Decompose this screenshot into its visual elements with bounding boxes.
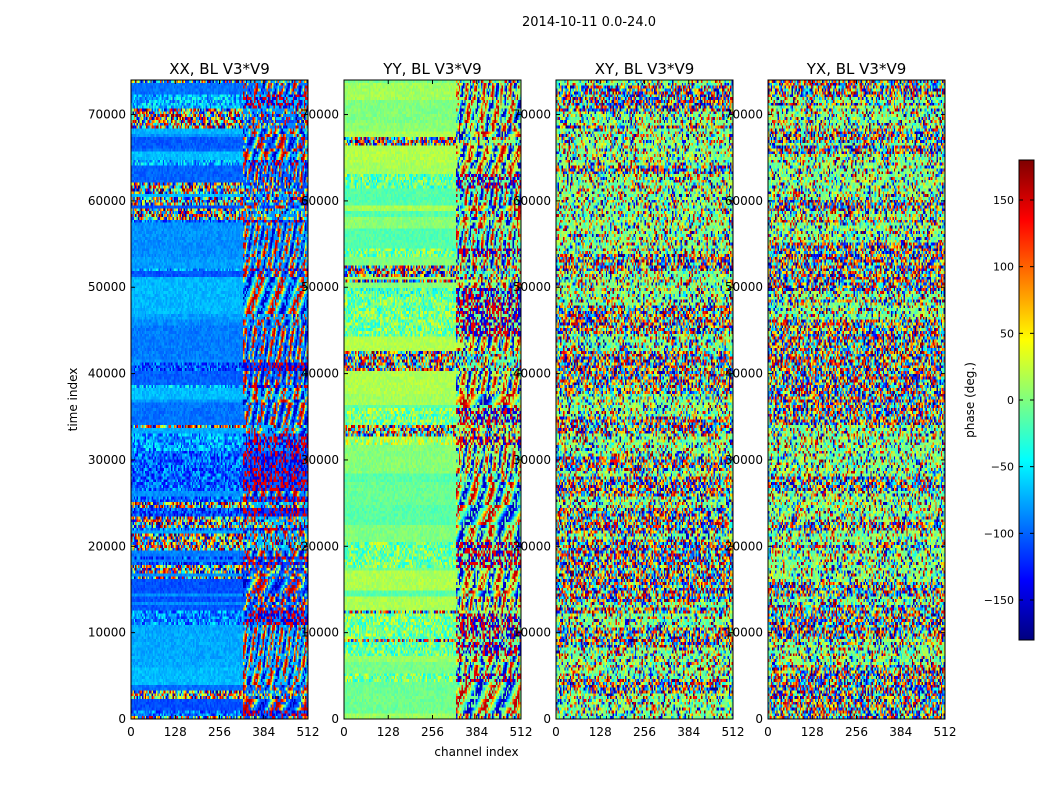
x-tick-label: 0 — [552, 725, 560, 739]
y-tick-label: 30000 — [513, 453, 551, 467]
y-tick-label: 20000 — [88, 539, 126, 553]
y-tick-label: 50000 — [513, 280, 551, 294]
y-tick-label: 0 — [331, 712, 339, 726]
x-tick-label: 512 — [510, 725, 533, 739]
panel-1: XX, BL V3*V9 0 128 256 384 512 0 10000 20000 3000… — [66, 60, 319, 739]
colorbar-gradient — [1019, 160, 1034, 640]
panel-title: XX, BL V3*V9 — [169, 60, 270, 78]
y-tick-label: 20000 — [301, 539, 339, 553]
y-tick-label: 70000 — [301, 108, 339, 122]
y-tick-label: 70000 — [725, 108, 763, 122]
colorbar-tick-label: 0 — [1007, 394, 1014, 407]
y-tick-label: 10000 — [513, 626, 551, 640]
x-tick-label: 256 — [633, 725, 656, 739]
y-tick-label: 10000 — [88, 626, 126, 640]
x-tick-label: 0 — [340, 725, 348, 739]
y-tick-label: 70000 — [513, 108, 551, 122]
y-tick-label: 10000 — [301, 626, 339, 640]
y-tick-label: 40000 — [88, 367, 126, 381]
panel-4: YX, BL V3*V9 0 128 256 384 512 0 10000 20000 3000… — [725, 60, 957, 739]
y-tick-label: 40000 — [301, 367, 339, 381]
colorbar-tick-label: 150 — [993, 194, 1014, 207]
y-tick-label: 20000 — [725, 539, 763, 553]
y-tick-label: 40000 — [513, 367, 551, 381]
panel-title: XY, BL V3*V9 — [595, 60, 695, 78]
panel-2: YY, BL V3*V9 0 128 256 384 512 0 10000 20000 3000… — [301, 60, 533, 759]
y-tick-label: 30000 — [301, 453, 339, 467]
x-tick-label: 256 — [845, 725, 868, 739]
y-axis-label: time index — [66, 368, 80, 432]
colorbar-label: phase (deg.) — [963, 362, 977, 438]
figure-suptitle: 2014-10-11 0.0-24.0 — [522, 15, 656, 30]
panel-3: XY, BL V3*V9 0 128 256 384 512 0 10000 20000 3000… — [513, 60, 745, 739]
heatmap-image — [344, 80, 521, 719]
y-tick-label: 60000 — [725, 194, 763, 208]
x-tick-label: 256 — [208, 725, 231, 739]
y-tick-label: 10000 — [725, 626, 763, 640]
y-tick-label: 0 — [543, 712, 551, 726]
x-tick-label: 128 — [589, 725, 612, 739]
y-tick-label: 50000 — [301, 280, 339, 294]
x-tick-label: 384 — [677, 725, 700, 739]
y-tick-label: 40000 — [725, 367, 763, 381]
x-tick-label: 384 — [889, 725, 912, 739]
x-tick-label: 512 — [297, 725, 320, 739]
x-tick-label: 0 — [764, 725, 772, 739]
y-tick-label: 50000 — [88, 280, 126, 294]
panel-title: YY, BL V3*V9 — [382, 60, 481, 78]
y-tick-label: 70000 — [88, 108, 126, 122]
x-tick-label: 128 — [801, 725, 824, 739]
colorbar-tick-label: 50 — [1000, 327, 1014, 340]
colorbar: −150 −100 −50 0 50 100 150 phase (deg.) — [963, 159, 1035, 641]
panels: XX, BL V3*V9 0 128 256 384 512 0 10000 20000 3000… — [66, 60, 956, 759]
x-tick-label: 512 — [934, 725, 957, 739]
x-tick-label: 256 — [421, 725, 444, 739]
y-tick-label: 50000 — [725, 280, 763, 294]
y-tick-label: 60000 — [88, 194, 126, 208]
y-tick-label: 30000 — [725, 453, 763, 467]
x-axis-label: channel index — [434, 745, 518, 759]
heatmap-image — [556, 80, 733, 719]
x-tick-label: 128 — [164, 725, 187, 739]
x-tick-label: 512 — [722, 725, 745, 739]
y-tick-label: 60000 — [301, 194, 339, 208]
y-tick-label: 60000 — [513, 194, 551, 208]
x-tick-label: 384 — [465, 725, 488, 739]
y-tick-label: 20000 — [513, 539, 551, 553]
heatmap-image — [768, 80, 945, 719]
heatmap-image — [131, 80, 308, 719]
y-tick-label: 30000 — [88, 453, 126, 467]
colorbar-tick-label: 100 — [993, 261, 1014, 274]
colorbar-tick-label: −100 — [984, 527, 1014, 540]
colorbar-tick-label: −50 — [991, 461, 1014, 474]
x-tick-label: 128 — [377, 725, 400, 739]
x-tick-label: 0 — [127, 725, 135, 739]
y-tick-label: 0 — [755, 712, 763, 726]
colorbar-tick-label: −150 — [984, 594, 1014, 607]
y-tick-label: 0 — [118, 712, 126, 726]
x-tick-label: 384 — [252, 725, 275, 739]
panel-title: YX, BL V3*V9 — [806, 60, 907, 78]
